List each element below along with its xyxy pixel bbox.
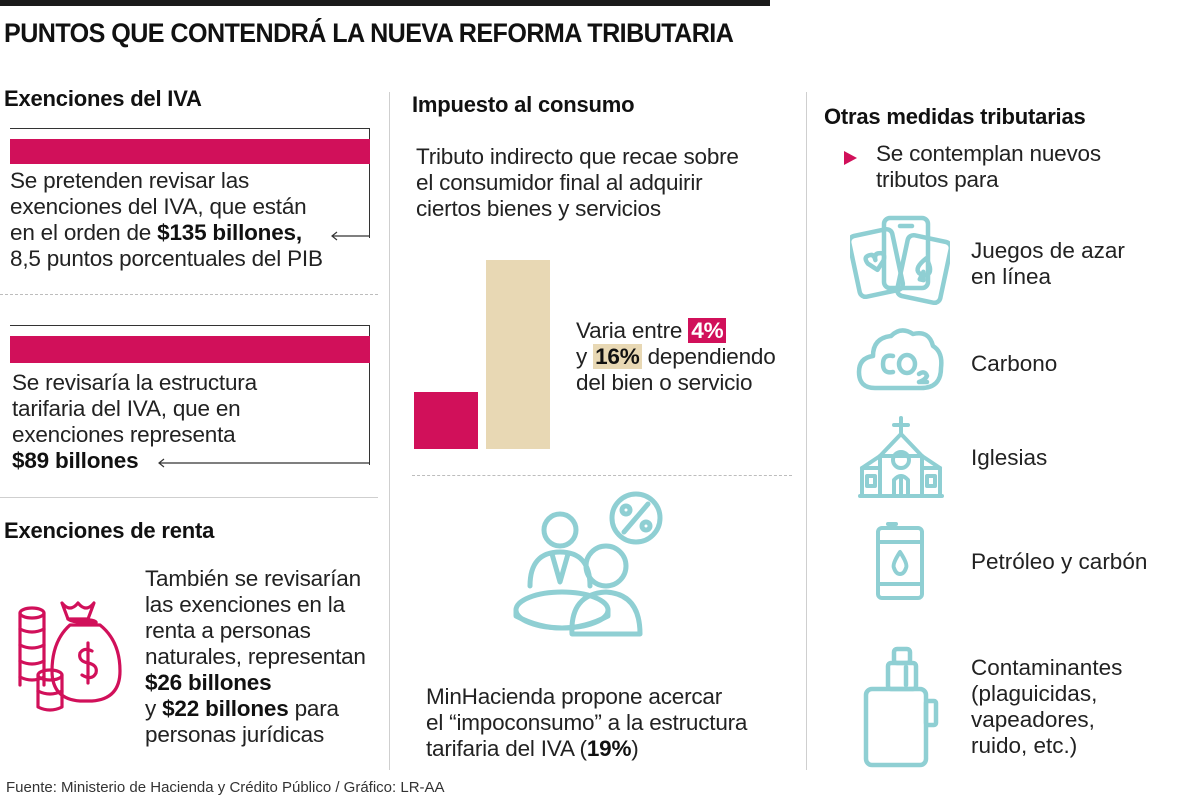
iva-box-2 <box>10 325 370 465</box>
page-title: PUNTOS QUE CONTENDRÁ LA NUEVA REFORMA TR… <box>4 18 734 48</box>
iva-divider <box>0 294 378 295</box>
otras-item-iglesias: Iglesias <box>971 445 1047 471</box>
renta-text-line: y $22 billones para <box>145 696 339 721</box>
rate-high-label: 16% <box>593 344 642 369</box>
consumo-desc-line: el consumidor final al adquirir <box>416 170 703 195</box>
consumo-proposal-line: MinHacienda propone acercar <box>426 684 723 709</box>
renta-text-line: las exenciones en la <box>145 592 345 617</box>
people-percent-icon <box>510 490 670 650</box>
otras-item-line: (plaguicidas, <box>971 681 1098 706</box>
consumo-rate-text: Varia entre 4% y 16% dependiendo del bie… <box>576 318 806 396</box>
iva-text-2: Se revisaría la estructura tarifaria del… <box>12 370 382 474</box>
renta-amount-26: $26 billones <box>145 670 272 695</box>
iva-rate-19: 19% <box>586 736 632 761</box>
otras-item-juegos: Juegos de azar en línea <box>971 238 1125 290</box>
otras-item-line: Juegos de azar <box>971 238 1125 263</box>
consumo-proposal-line: tarifaria del IVA (19%) <box>426 736 639 761</box>
consumo-proposal-line: el “impoconsumo” a la estructura <box>426 710 748 735</box>
column-divider-2 <box>806 92 807 770</box>
otras-item-line: Carbono <box>971 351 1058 376</box>
source-note: Fuente: Ministerio de Hacienda y Crédito… <box>6 779 445 796</box>
iva-bar-2 <box>10 336 370 363</box>
consumo-proposal: MinHacienda propone acercar el “impocons… <box>426 684 796 762</box>
iva-text-2-line: tarifaria del IVA, que en <box>12 396 241 421</box>
iva-box-1 <box>10 128 370 238</box>
triangle-bullet-icon <box>844 151 857 165</box>
iva-text-2-line: Se revisaría la estructura <box>12 370 257 395</box>
iva-text-1-line: exenciones del IVA, que están <box>10 194 307 219</box>
arrow-left-icon <box>158 458 370 468</box>
arrow-left-icon <box>331 231 370 241</box>
otras-item-petroleo: Petróleo y carbón <box>971 549 1147 575</box>
iva-text-1-line: 8,5 puntos porcentuales del PIB <box>10 246 323 271</box>
iva-text-1: Se pretenden revisar las exenciones del … <box>10 168 380 272</box>
renta-text-line: renta a personas <box>145 618 311 643</box>
otras-intro: Se contemplan nuevos tributos para <box>876 141 1176 193</box>
otras-item-line: Contaminantes <box>971 655 1123 680</box>
iva-bar-1 <box>10 139 370 164</box>
rate-bar-16 <box>486 260 550 449</box>
top-rule <box>0 0 770 6</box>
oil-barrel-icon <box>874 522 926 602</box>
church-icon <box>858 416 944 502</box>
section-divider <box>0 497 378 498</box>
iva-heading: Exenciones del IVA <box>4 86 202 111</box>
otras-item-line: Petróleo y carbón <box>971 549 1148 574</box>
otras-item-line: vapeadores, <box>971 707 1095 732</box>
iva-text-1-line: en el orden de $135 billones, <box>10 220 302 245</box>
playing-cards-phone-icon <box>850 214 950 306</box>
vape-icon <box>860 645 944 769</box>
money-bag-coins-icon <box>12 595 124 715</box>
rate-low-label: 4% <box>688 318 727 343</box>
consumo-rate-line: del bien o servicio <box>576 370 753 395</box>
consumo-divider <box>412 475 792 476</box>
iva-amount-89: $89 billones <box>12 448 139 473</box>
otras-intro-line: tributos para <box>876 167 999 192</box>
renta-heading: Exenciones de renta <box>4 518 215 543</box>
consumo-rate-line: Varia entre 4% <box>576 318 806 344</box>
consumo-desc: Tributo indirecto que recae sobre el con… <box>416 144 796 222</box>
otras-item-carbono: Carbono <box>971 351 1057 377</box>
column-divider-1 <box>389 92 390 770</box>
consumo-desc-line: ciertos bienes y servicios <box>416 196 661 221</box>
iva-text-1-line: Se pretenden revisar las <box>10 168 250 193</box>
iva-text-2-line: exenciones representa <box>12 422 236 447</box>
consumo-heading: Impuesto al consumo <box>412 92 635 117</box>
otras-item-line: en línea <box>971 264 1052 289</box>
otras-item-line: Iglesias <box>971 445 1048 470</box>
otras-item-contaminantes: Contaminantes (plaguicidas, vapeadores, … <box>971 655 1122 759</box>
renta-text-line: naturales, representan <box>145 644 366 669</box>
consumo-rate-line: y 16% dependiendo <box>576 344 776 369</box>
rate-bar-4 <box>414 391 478 449</box>
renta-text: También se revisarían las exenciones en … <box>145 566 385 748</box>
otras-item-line: ruido, etc.) <box>971 733 1078 758</box>
renta-text-line: También se revisarían <box>145 566 361 591</box>
consumo-desc-line: Tributo indirecto que recae sobre <box>416 144 739 169</box>
renta-text-line: personas jurídicas <box>145 722 324 747</box>
co2-cloud-icon <box>855 324 945 400</box>
renta-amount-22: $22 billones <box>162 696 289 721</box>
iva-amount-135: $135 billones, <box>157 220 302 245</box>
otras-intro-line: Se contemplan nuevos <box>876 141 1101 166</box>
otras-heading: Otras medidas tributarias <box>824 104 1086 129</box>
